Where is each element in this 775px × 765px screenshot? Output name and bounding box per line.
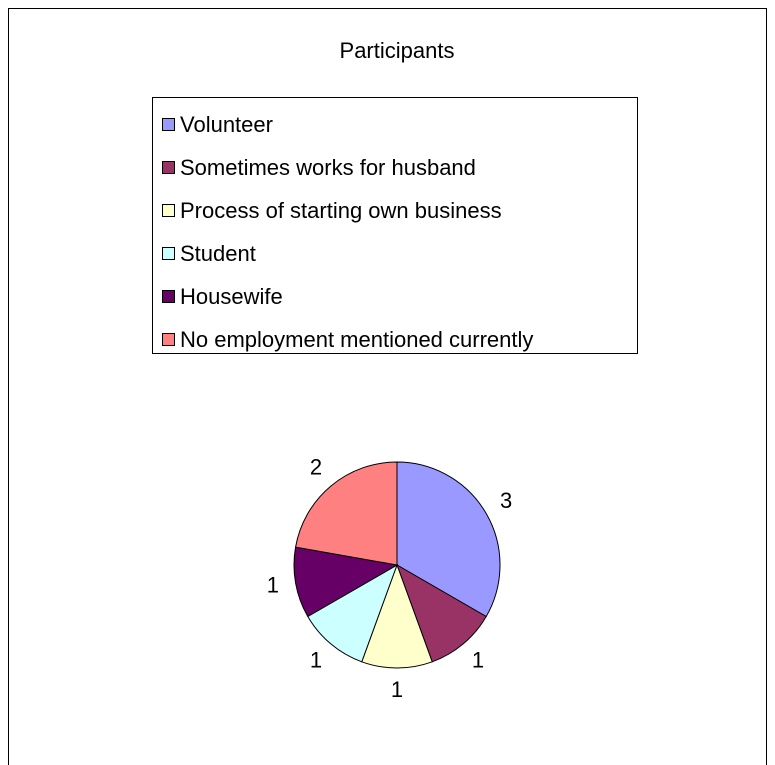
legend-box (152, 97, 638, 354)
legend-label: Student (180, 241, 256, 266)
chart-title: Participants (340, 38, 455, 63)
data-label: 1 (391, 677, 403, 702)
data-label: 1 (310, 647, 322, 672)
legend-label: Sometimes works for husband (180, 155, 476, 180)
legend-swatch (162, 118, 175, 131)
pie-slice (396, 461, 501, 618)
pie-slice (361, 563, 433, 669)
data-label: 1 (267, 573, 279, 598)
data-label: 2 (310, 454, 322, 479)
legend-swatch (162, 247, 175, 260)
legend-label: Volunteer (180, 112, 273, 137)
data-label: 1 (472, 647, 484, 672)
pie-slice (294, 461, 398, 566)
pie-slice (396, 563, 487, 663)
legend-swatch (162, 290, 175, 303)
legend-swatch (162, 204, 175, 217)
legend-swatch (162, 333, 175, 346)
legend-swatch (162, 161, 175, 174)
legend-label: Process of starting own business (180, 198, 502, 223)
pie-slice (307, 563, 398, 663)
data-label: 3 (500, 488, 512, 513)
pie-slice (293, 546, 399, 618)
legend-label: Housewife (180, 284, 283, 309)
legend-label: No employment mentioned currently (180, 327, 533, 352)
